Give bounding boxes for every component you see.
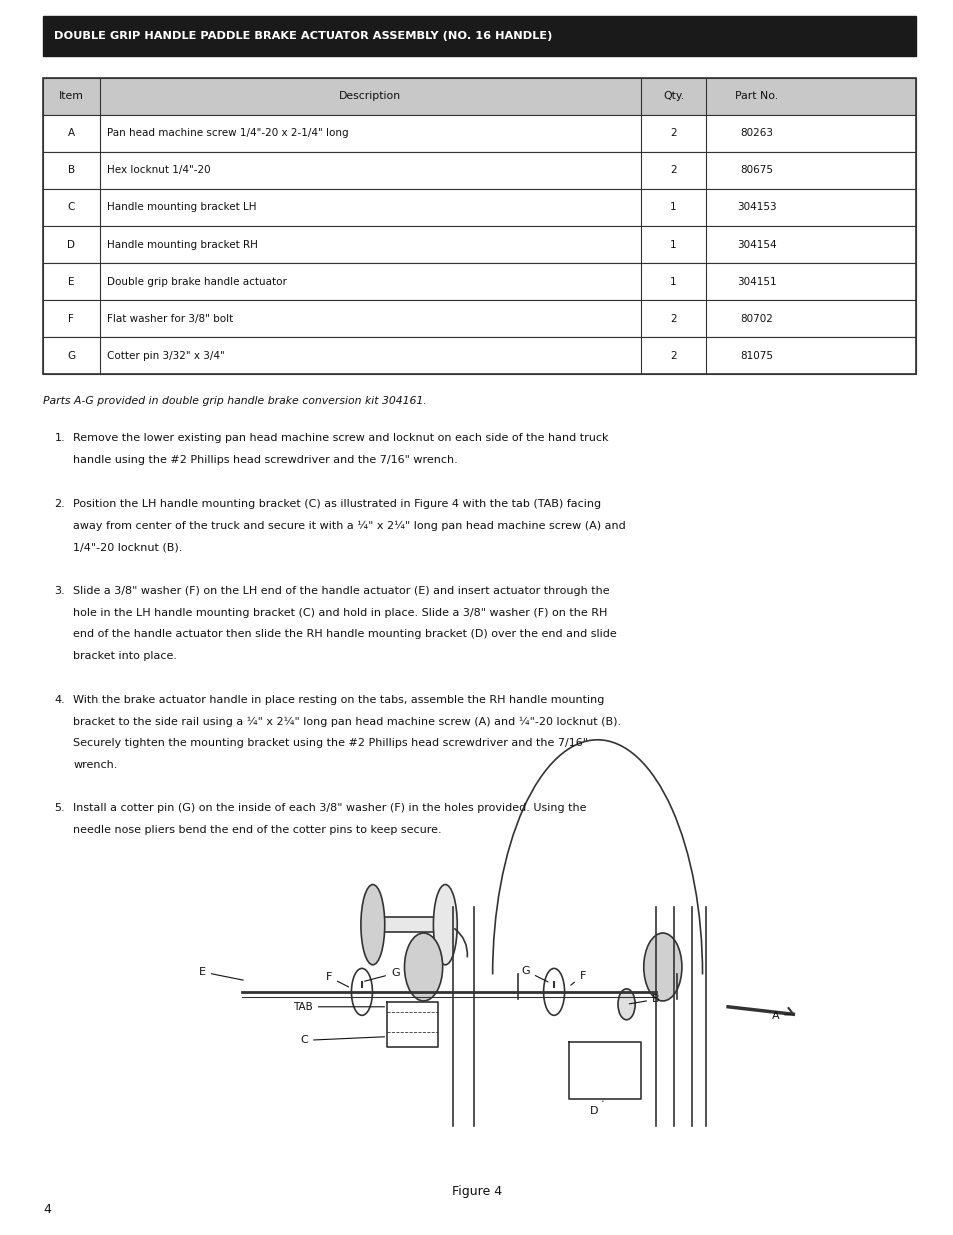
Text: Double grip brake handle actuator: Double grip brake handle actuator [107,277,287,287]
Text: Hex locknut 1/4"-20: Hex locknut 1/4"-20 [107,165,211,175]
Text: G: G [67,351,75,361]
Text: B: B [68,165,74,175]
Text: F: F [69,314,74,324]
Text: TAB: TAB [293,1002,384,1011]
Text: 2: 2 [670,351,677,361]
Text: G: G [521,966,547,982]
Text: 2: 2 [670,128,677,138]
Text: 2.: 2. [54,499,65,509]
Text: F: F [325,972,348,987]
Text: F: F [570,971,585,986]
Text: With the brake actuator handle in place resting on the tabs, assemble the RH han: With the brake actuator handle in place … [73,695,604,705]
Text: 1: 1 [670,277,677,287]
Text: Position the LH handle mounting bracket (C) as illustrated in Figure 4 with the : Position the LH handle mounting bracket … [73,499,601,509]
Bar [43,226,915,263]
Ellipse shape [404,932,442,1000]
Text: 304154: 304154 [736,240,776,249]
Bar [43,337,915,374]
Text: D: D [68,240,75,249]
Text: A: A [771,1010,790,1020]
Bar [43,78,915,374]
Ellipse shape [643,932,681,1000]
Text: 1: 1 [670,203,677,212]
Text: 1/4"-20 locknut (B).: 1/4"-20 locknut (B). [73,542,183,552]
Text: Securely tighten the mounting bracket using the #2 Phillips head screwdriver and: Securely tighten the mounting bracket us… [73,739,588,748]
Text: handle using the #2 Phillips head screwdriver and the 7/16" wrench.: handle using the #2 Phillips head screwd… [73,456,457,466]
Text: 304153: 304153 [736,203,776,212]
Text: D: D [590,1102,602,1116]
Text: Parts A-G provided in double grip handle brake conversion kit 304161.: Parts A-G provided in double grip handle… [43,396,426,406]
Text: Install a cotter pin (G) on the inside of each 3/8" washer (F) in the holes prov: Install a cotter pin (G) on the inside o… [73,804,586,814]
Text: 4.: 4. [54,695,65,705]
Text: 2: 2 [670,165,677,175]
Text: E: E [198,967,243,981]
Text: end of the handle actuator then slide the RH handle mounting bracket (D) over th: end of the handle actuator then slide th… [73,630,617,640]
Text: needle nose pliers bend the end of the cotter pins to keep secure.: needle nose pliers bend the end of the c… [73,825,441,835]
Text: Slide a 3/8" washer (F) on the LH end of the handle actuator (E) and insert actu: Slide a 3/8" washer (F) on the LH end of… [73,587,610,597]
Text: DOUBLE GRIP HANDLE PADDLE BRAKE ACTUATOR ASSEMBLY (NO. 16 HANDLE): DOUBLE GRIP HANDLE PADDLE BRAKE ACTUATOR… [54,31,552,41]
Text: 5.: 5. [54,804,65,814]
Text: Figure 4: Figure 4 [452,1184,501,1198]
Text: G: G [364,968,399,982]
Text: Handle mounting bracket LH: Handle mounting bracket LH [107,203,256,212]
Bar [43,152,915,189]
Text: 3.: 3. [54,587,65,597]
Text: 1.: 1. [54,433,65,443]
Text: 80263: 80263 [740,128,772,138]
Text: 1: 1 [670,240,677,249]
Text: 81075: 81075 [740,351,772,361]
Text: C: C [68,203,75,212]
Text: Flat washer for 3/8" bolt: Flat washer for 3/8" bolt [107,314,233,324]
Text: Cotter pin 3/32" x 3/4": Cotter pin 3/32" x 3/4" [107,351,225,361]
Bar [43,78,915,115]
Text: C: C [300,1035,384,1045]
Text: Remove the lower existing pan head machine screw and locknut on each side of the: Remove the lower existing pan head machi… [73,433,608,443]
Text: hole in the LH handle mounting bracket (C) and hold in place. Slide a 3/8" washe: hole in the LH handle mounting bracket (… [73,608,607,618]
Ellipse shape [360,884,384,965]
Text: Item: Item [59,91,84,101]
Text: 304151: 304151 [736,277,776,287]
Text: B: B [629,994,659,1004]
FancyBboxPatch shape [43,16,915,56]
Text: bracket into place.: bracket into place. [73,651,177,661]
Text: wrench.: wrench. [73,760,118,769]
Text: E: E [68,277,74,287]
Bar [43,300,915,337]
Text: 2: 2 [670,314,677,324]
Text: Part No.: Part No. [734,91,778,101]
Ellipse shape [433,884,456,965]
Text: 4: 4 [43,1203,51,1216]
Ellipse shape [618,989,635,1020]
Bar [373,918,445,932]
Text: bracket to the side rail using a ¼" x 2¼" long pan head machine screw (A) and ¼": bracket to the side rail using a ¼" x 2¼… [73,716,621,726]
Bar [43,263,915,300]
Text: Handle mounting bracket RH: Handle mounting bracket RH [107,240,258,249]
Text: Description: Description [339,91,401,101]
Text: away from center of the truck and secure it with a ¼" x 2¼" long pan head machin: away from center of the truck and secure… [73,521,625,531]
Text: 80702: 80702 [740,314,772,324]
Text: Pan head machine screw 1/4"-20 x 2-1/4" long: Pan head machine screw 1/4"-20 x 2-1/4" … [107,128,349,138]
Text: A: A [68,128,74,138]
Bar [43,115,915,152]
Bar [43,189,915,226]
Text: 80675: 80675 [740,165,772,175]
Text: Qty.: Qty. [662,91,683,101]
